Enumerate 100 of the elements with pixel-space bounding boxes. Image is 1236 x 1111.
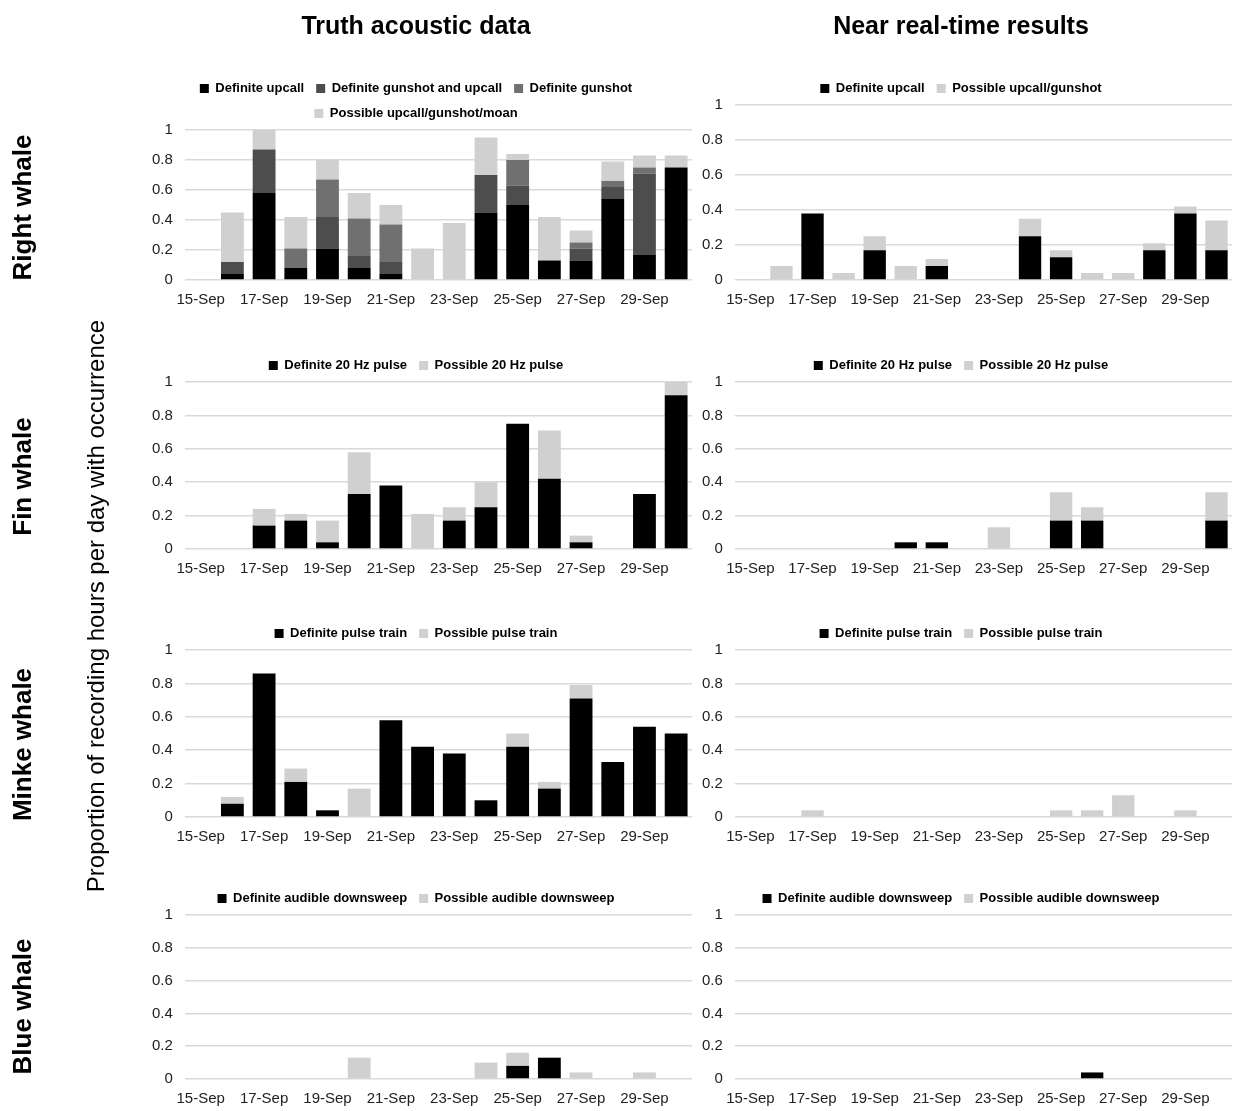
bar — [506, 1065, 530, 1079]
bar — [1049, 257, 1073, 280]
legend-label: Definite 20 Hz pulse — [829, 357, 953, 373]
y-axis-title: Fin whale — [6, 416, 38, 538]
x-tick-label: 23-Sep — [430, 1089, 479, 1107]
y-tick-label: 0.8 — [701, 673, 723, 691]
x-tick-label: 27-Sep — [556, 290, 606, 308]
y-axis-title: Blue whale — [6, 937, 38, 1077]
y-tick-label: 0.2 — [701, 235, 723, 253]
x-tick-label: 23-Sep — [430, 559, 479, 577]
x-tick-label: 21-Sep — [912, 559, 962, 577]
x-tick-label: 27-Sep — [1099, 1089, 1148, 1107]
bar — [379, 224, 403, 262]
x-tick-label: 19-Sep — [303, 290, 352, 308]
legend-label: Definite pulse train — [835, 625, 953, 641]
bar — [664, 395, 688, 549]
bar — [474, 507, 498, 549]
bar — [633, 167, 656, 174]
bar — [537, 1057, 561, 1079]
bar — [1080, 520, 1104, 549]
x-tick-label: 29-Sep — [1161, 290, 1210, 308]
bar — [252, 673, 276, 817]
bar — [569, 242, 593, 249]
bar — [506, 746, 530, 817]
x-tick-label: 29-Sep — [1161, 1089, 1210, 1107]
legend-label: Possible pulse train — [434, 625, 558, 641]
bar — [347, 193, 371, 219]
bar — [316, 248, 339, 280]
y-tick-label: 0 — [164, 1069, 173, 1087]
y-tick-label: 0.2 — [701, 1036, 723, 1054]
bar — [1049, 250, 1073, 258]
y-tick-label: 0 — [714, 1069, 723, 1087]
y-tick-label: 0 — [164, 807, 173, 825]
bar — [220, 274, 244, 280]
legend-label: Possible audible downsweep — [979, 890, 1160, 906]
x-tick-label: 25-Sep — [493, 559, 542, 577]
bar — [1174, 213, 1197, 280]
legend-label: Possible audible downsweep — [434, 890, 615, 906]
y-tick-label: 0.6 — [701, 706, 723, 724]
x-tick-label: 23-Sep — [430, 290, 479, 308]
x-tick-label: 25-Sep — [1036, 290, 1086, 308]
x-tick-label: 19-Sep — [303, 827, 352, 845]
bar — [601, 181, 625, 187]
bar — [284, 768, 308, 782]
bar — [664, 167, 688, 280]
x-tick-label: 25-Sep — [1036, 559, 1086, 577]
x-tick-label: 19-Sep — [850, 559, 899, 577]
x-tick-label: 21-Sep — [366, 559, 416, 577]
bar — [925, 542, 948, 549]
bar — [633, 254, 656, 280]
bar — [252, 193, 276, 280]
x-tick-label: 27-Sep — [1099, 559, 1148, 577]
x-tick-label: 15-Sep — [176, 290, 225, 308]
x-tick-label: 15-Sep — [176, 559, 225, 577]
x-tick-label: 29-Sep — [1161, 559, 1210, 577]
y-axis-title: Minke whale — [6, 666, 38, 824]
x-tick-label: 17-Sep — [788, 1089, 837, 1107]
bar — [474, 175, 498, 213]
bar — [316, 520, 339, 543]
legend-label: Possible 20 Hz pulse — [979, 357, 1109, 373]
bar — [316, 217, 339, 249]
bar — [284, 248, 308, 268]
y-tick-label: 1 — [164, 372, 173, 390]
x-tick-label: 27-Sep — [556, 1089, 606, 1107]
bar — [316, 810, 339, 817]
legend-label: Definite pulse train — [290, 625, 408, 641]
legend-label: Definite audible downsweep — [233, 890, 408, 906]
x-tick-label: 23-Sep — [430, 827, 479, 845]
x-tick-label: 21-Sep — [366, 827, 416, 845]
legend-label: Definite 20 Hz pulse — [284, 357, 408, 373]
bar — [894, 542, 917, 549]
x-tick-label: 27-Sep — [556, 559, 606, 577]
x-tick-label: 29-Sep — [620, 827, 669, 845]
bar — [506, 185, 530, 205]
bar — [284, 268, 308, 280]
bar — [347, 493, 371, 549]
x-tick-label: 25-Sep — [493, 1089, 542, 1107]
bar — [569, 698, 593, 817]
chart-title: Truth acoustic data — [301, 10, 532, 39]
bar — [537, 788, 561, 817]
legend-label: Possible 20 Hz pulse — [434, 357, 564, 373]
bar — [506, 423, 530, 549]
x-tick-label: 15-Sep — [176, 827, 225, 845]
legend-label: Possible pulse train — [979, 625, 1103, 641]
legend-label: Possible upcall/gunshot/moan — [329, 105, 518, 121]
bar — [1205, 250, 1228, 280]
y-tick-label: 0.8 — [151, 405, 173, 423]
legend-label: Definite gunshot and upcall — [331, 80, 503, 96]
x-tick-label: 23-Sep — [974, 559, 1024, 577]
bar — [284, 520, 308, 549]
x-tick-label: 19-Sep — [303, 1089, 352, 1107]
bar — [925, 266, 948, 280]
x-tick-label: 17-Sep — [788, 290, 837, 308]
y-tick-label: 0.8 — [701, 130, 723, 148]
y-tick-label: 1 — [164, 905, 173, 923]
bar — [537, 478, 561, 549]
x-tick-label: 23-Sep — [974, 290, 1024, 308]
x-tick-label: 15-Sep — [726, 559, 775, 577]
bar — [1049, 520, 1073, 549]
y-tick-label: 1 — [714, 95, 723, 113]
